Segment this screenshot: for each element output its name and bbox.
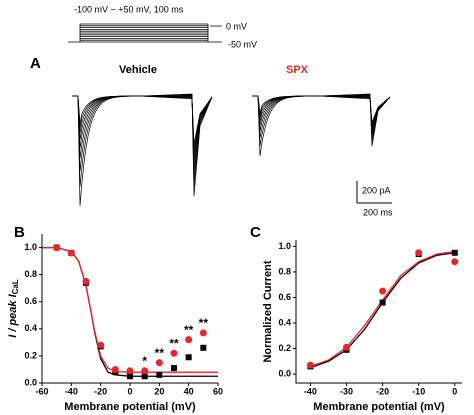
point: [185, 336, 193, 344]
x-tick-label: -40: [65, 386, 78, 396]
group-label: SPX: [286, 64, 309, 76]
point: [379, 299, 386, 306]
x-tick-label: 0: [452, 386, 457, 396]
panel-letter: A: [30, 55, 41, 72]
voltage-protocol: [68, 23, 222, 43]
point: [156, 371, 163, 378]
point: [451, 258, 459, 266]
y-axis-label-sub: CaL: [11, 279, 20, 294]
trace: [72, 95, 213, 171]
point: [126, 367, 134, 375]
point: [170, 349, 178, 357]
scale-label: 200 ms: [363, 207, 393, 217]
axis: [295, 240, 462, 384]
point: [306, 361, 314, 369]
trace: [72, 95, 213, 144]
panel-letter: C: [250, 224, 261, 241]
point: [451, 249, 458, 256]
point: [199, 329, 207, 337]
significance: **: [199, 316, 209, 330]
y-tick-label: 0.8: [24, 269, 37, 279]
x-tick-label: 40: [184, 386, 194, 396]
fit-line: [310, 252, 455, 369]
point: [171, 365, 177, 372]
point: [343, 343, 351, 351]
trace: [252, 94, 391, 146]
significance: *: [142, 354, 147, 368]
x-tick-label: 60: [213, 386, 223, 396]
trace: [252, 93, 391, 157]
point: [82, 277, 90, 285]
level-label: -50 mV: [228, 39, 257, 49]
trace: [252, 95, 391, 123]
protocol-steps: [68, 23, 222, 43]
x-tick-label: -10: [412, 386, 425, 396]
x-tick-label: 20: [154, 386, 164, 396]
group-label: Vehicle: [119, 64, 157, 76]
y-tick-label: 0.0: [278, 368, 291, 378]
y-axis-label-main: I / peak I: [7, 293, 19, 337]
scale-label: 200 pA: [362, 185, 391, 195]
current-traces: [72, 93, 391, 207]
x-tick-label: 0: [127, 386, 132, 396]
point: [379, 287, 387, 295]
y-tick-label: 1.0: [24, 242, 37, 252]
trace: [72, 95, 213, 165]
y-tick-label: 1.0: [278, 241, 291, 251]
fit-line: [42, 246, 218, 373]
x-tick-label: -60: [35, 386, 48, 396]
y-tick-label: 0.4: [278, 317, 291, 327]
point: [127, 373, 133, 380]
point: [141, 367, 149, 375]
y-axis-label: I / peak ICaL: [7, 279, 20, 338]
point: [185, 354, 192, 361]
y-tick-label: 0.0: [24, 377, 37, 387]
y-axis-label: Normalized Current: [262, 260, 274, 362]
x-tick-label: -20: [376, 386, 389, 396]
y-tick-label: 0.2: [24, 350, 37, 360]
level-label: 0 mV: [226, 21, 247, 31]
significance: **: [169, 336, 179, 350]
x-axis-label: Membrane potential (mV): [64, 401, 196, 413]
point: [111, 365, 119, 373]
scale-bar: [356, 181, 392, 204]
significance: **: [184, 323, 194, 337]
trace: [252, 95, 391, 132]
y-tick-label: 0.2: [278, 343, 291, 353]
panel-letter: B: [14, 224, 25, 241]
y-tick-label: 0.6: [24, 296, 37, 306]
point: [53, 244, 61, 252]
point: [67, 249, 75, 257]
point: [155, 359, 163, 367]
protocol-label: -100 mV ~ +50 mV, 100 ms: [74, 4, 184, 14]
fit-line: [310, 250, 455, 368]
y-tick-label: 0.6: [278, 292, 291, 302]
x-tick-label: -30: [340, 386, 353, 396]
y-tick-label: 0.8: [278, 266, 291, 276]
y-tick-label: 0.4: [24, 323, 37, 333]
point: [200, 344, 207, 351]
significance: **: [155, 346, 165, 360]
point: [97, 341, 105, 349]
trace: [252, 95, 391, 129]
axis: [41, 234, 218, 384]
point: [141, 373, 148, 380]
x-tick-label: -20: [94, 386, 107, 396]
x-axis-label: Membrane potential (mV): [313, 401, 445, 413]
x-tick-label: -40: [304, 386, 317, 396]
trace: [72, 95, 213, 159]
point: [415, 249, 423, 257]
